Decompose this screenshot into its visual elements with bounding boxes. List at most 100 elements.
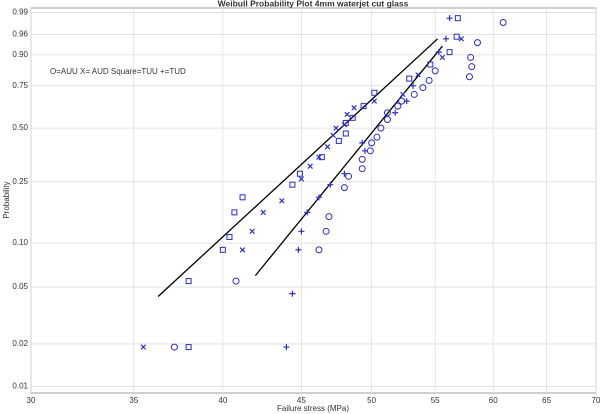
point <box>315 194 322 201</box>
point <box>298 228 305 235</box>
point <box>341 170 348 177</box>
y-axis-label: Probability <box>2 181 11 218</box>
point <box>249 228 255 235</box>
point <box>340 184 348 192</box>
point <box>435 49 442 56</box>
y-tick-label: 0.05 <box>12 282 28 291</box>
point <box>392 109 399 116</box>
point <box>377 124 385 132</box>
point <box>359 139 366 146</box>
point <box>342 119 349 126</box>
x-tick-label: 60 <box>489 396 498 405</box>
point <box>383 115 391 123</box>
point <box>226 233 233 240</box>
y-tick-label: 0.50 <box>12 123 28 132</box>
x-axis-label: Failure stress (MPa) <box>277 404 349 413</box>
point <box>298 176 305 182</box>
point <box>324 144 331 150</box>
point <box>231 209 238 216</box>
point <box>279 198 285 204</box>
point <box>307 163 313 169</box>
point <box>333 125 339 131</box>
y-tick-label: 0.99 <box>12 8 28 17</box>
point <box>351 105 357 111</box>
point <box>465 73 473 81</box>
point <box>219 246 226 253</box>
y-tick-label: 0.02 <box>12 339 28 348</box>
point <box>415 72 421 78</box>
y-tick-label: 0.96 <box>12 30 28 39</box>
point <box>446 15 453 22</box>
point <box>394 102 402 110</box>
point <box>473 39 481 47</box>
point <box>304 209 311 216</box>
fit-line <box>254 45 443 277</box>
point <box>499 19 507 27</box>
point <box>289 181 296 188</box>
point <box>454 15 461 22</box>
point <box>446 49 453 56</box>
point <box>295 246 302 253</box>
point <box>335 137 342 144</box>
point <box>443 35 450 42</box>
y-tick-label: 0.75 <box>12 81 28 90</box>
y-tick-label: 0.90 <box>12 50 28 59</box>
point <box>239 247 246 253</box>
point <box>260 209 266 216</box>
point <box>344 111 350 118</box>
point <box>431 67 439 75</box>
point <box>185 344 192 351</box>
x-tick-label: 45 <box>297 396 306 405</box>
point <box>296 170 303 177</box>
point <box>232 277 240 285</box>
point <box>283 344 290 351</box>
point <box>345 172 353 180</box>
point <box>358 165 366 173</box>
plot-frame <box>30 7 597 394</box>
point <box>458 36 465 42</box>
point <box>406 75 413 82</box>
point <box>368 139 376 147</box>
point <box>322 227 330 235</box>
x-tick-label: 50 <box>367 396 376 405</box>
point <box>373 133 381 141</box>
point <box>185 278 192 285</box>
point <box>467 53 475 61</box>
point <box>371 98 378 104</box>
x-tick-label: 65 <box>542 396 551 405</box>
point <box>349 114 356 121</box>
point <box>468 63 476 71</box>
chart-title: Weibull Probability Plot 4mm waterjet cu… <box>218 0 409 8</box>
point <box>342 130 349 137</box>
x-tick-label: 35 <box>129 396 138 405</box>
point <box>409 82 416 89</box>
point <box>140 344 146 350</box>
point <box>453 33 460 40</box>
point <box>239 194 246 201</box>
point <box>400 91 406 98</box>
point <box>289 290 296 297</box>
point <box>410 90 418 98</box>
point <box>427 61 434 68</box>
point <box>330 132 336 139</box>
y-tick-label: 0.25 <box>12 177 28 186</box>
fit-line <box>157 38 439 297</box>
point <box>325 213 333 221</box>
point <box>383 109 391 117</box>
annotation: O=AUU X= AUD Square=TUU +=TUD <box>50 67 186 76</box>
point <box>318 154 325 161</box>
y-tick-label: 0.10 <box>12 238 28 247</box>
point <box>327 181 334 188</box>
point <box>403 98 410 105</box>
x-tick-label: 30 <box>27 396 36 405</box>
x-tick-label: 70 <box>592 396 600 405</box>
x-tick-label: 40 <box>218 396 227 405</box>
point <box>170 343 178 351</box>
point <box>361 147 368 154</box>
point <box>419 84 427 92</box>
point <box>315 246 323 254</box>
x-tick-label: 55 <box>431 396 440 405</box>
point <box>358 155 366 163</box>
point <box>439 54 446 61</box>
